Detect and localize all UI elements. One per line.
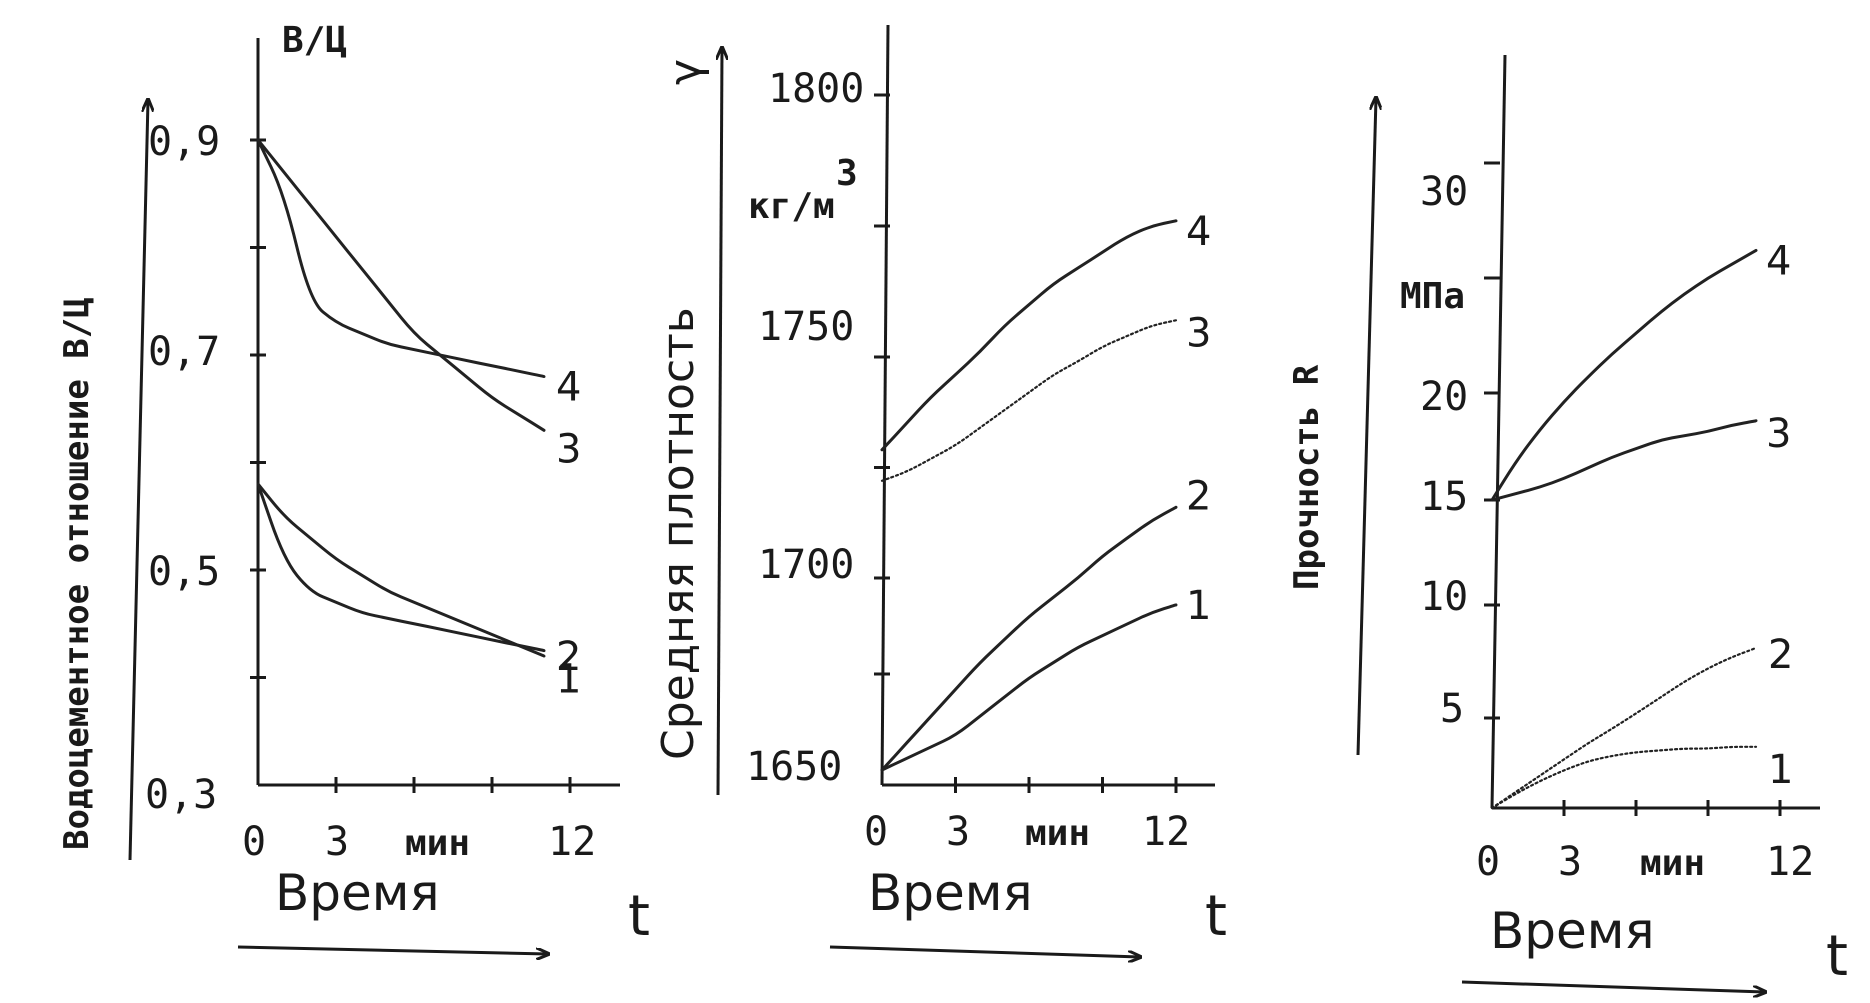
panel1-xtick-label: 12	[548, 819, 596, 865]
panel3-curves	[1490, 248, 1758, 810]
panel2-series-labels: 4 3 2 1	[1186, 209, 1211, 629]
panel1-t-symbol: t	[628, 884, 650, 949]
panel2-time-arrow	[829, 945, 1140, 957]
p3-series-4-line	[1490, 248, 1758, 502]
p3-series-1-line	[1490, 745, 1758, 810]
panel2-unit-sup: 3	[836, 153, 858, 194]
p1-series-2-label: 2	[556, 634, 581, 680]
panel3-xtick-label: 3	[1558, 839, 1582, 885]
panel3-xunit: мин	[1640, 843, 1705, 884]
panel1-xcaption: Время	[275, 864, 440, 922]
panel1-ytick-label: 0,9	[148, 119, 220, 165]
p1-series-1-label: 1	[556, 657, 581, 703]
panel3-outer-y-arrow	[1356, 98, 1376, 756]
panel2-ylabel: Средняя плотность	[653, 307, 704, 760]
panel3-x-ticks	[1562, 800, 1782, 816]
p1-series-4-label: 4	[556, 365, 581, 411]
panel3-ytick-label: 15	[1420, 474, 1468, 520]
panel2-outer-y-arrow	[718, 48, 722, 796]
p2-series-4-label: 4	[1186, 209, 1211, 255]
panel3-y-axis	[1490, 54, 1507, 809]
panel2-xunit: мин	[1025, 813, 1090, 854]
p1-series-3-line	[256, 138, 546, 432]
p1-series-3-label: 3	[556, 426, 581, 472]
panel2-ytick-label: 1800	[768, 66, 864, 112]
panel2-xtick-label: 12	[1142, 809, 1190, 855]
panel3-series-labels: 4 3 2 1	[1766, 238, 1793, 792]
panel1-xunit: мин	[405, 823, 470, 864]
panel3-ytick-label: 20	[1420, 374, 1468, 420]
panel2-unit: кг/м	[748, 186, 835, 227]
panel1-xtick-label: 3	[325, 819, 349, 865]
p2-series-2-line	[880, 505, 1178, 772]
panel-strength: Прочность R МПа 30 20 15 10 5 0 3 мин 12…	[1287, 54, 1848, 992]
panel2-symbol: γ	[660, 59, 711, 85]
panel1-series-labels: 4 3 21	[556, 365, 581, 703]
panel3-time-arrow	[1461, 980, 1765, 992]
p2-series-4-line	[880, 219, 1178, 452]
p2-series-1-line	[880, 603, 1178, 772]
panel1-unit: В/Ц	[282, 20, 347, 61]
p3-series-2-label: 2	[1768, 632, 1793, 678]
panel1-curves	[256, 138, 546, 658]
panel3-ylabel: Прочность R	[1287, 364, 1327, 590]
panel2-curves	[880, 219, 1178, 772]
panel2-t-symbol: t	[1205, 884, 1227, 949]
p2-series-3-line	[880, 319, 1178, 482]
panel3-ytick-label: 5	[1440, 686, 1464, 732]
p1-series-1-line	[256, 482, 546, 653]
panel2-ytick-label: 1650	[746, 744, 842, 790]
panel1-x-ticks	[334, 777, 572, 793]
panel2-xtick-label: 3	[946, 809, 970, 855]
panel1-ytick-label: 0,3	[145, 772, 217, 818]
panel3-ytick-label: 10	[1420, 574, 1468, 620]
panel3-xtick-label: 0	[1476, 839, 1500, 885]
panel2-xtick-label: 0	[864, 809, 888, 855]
p2-series-3-label: 3	[1186, 310, 1211, 356]
panel3-unit: МПа	[1400, 276, 1465, 317]
p3-series-3-line	[1490, 419, 1758, 502]
panel1-ytick-label: 0,5	[148, 549, 220, 595]
panel1-outer-y-arrow	[128, 100, 148, 861]
p1-series-4-line	[256, 138, 546, 378]
p1-series-2-line	[256, 482, 546, 658]
panel-density: Средняя плотность γ кг/м 3 1800 1750 170…	[653, 24, 1227, 957]
panel2-xcaption: Время	[868, 864, 1033, 922]
panel1-y-ticks	[250, 138, 266, 679]
panel3-xcaption: Время	[1490, 902, 1655, 960]
panel2-ytick-label: 1700	[758, 542, 854, 588]
panel1-xtick-label: 0	[242, 819, 266, 865]
panel3-xtick-label: 12	[1766, 839, 1814, 885]
p3-series-4-label: 4	[1766, 238, 1791, 284]
panel2-y-ticks	[874, 93, 890, 676]
p3-series-2-line	[1490, 646, 1758, 810]
panel2-ytick-label: 1750	[758, 304, 854, 350]
p3-series-3-label: 3	[1766, 411, 1791, 457]
p2-series-2-label: 2	[1186, 473, 1211, 519]
p2-series-1-label: 1	[1186, 583, 1211, 629]
panel1-ytick-label: 0,7	[148, 329, 220, 375]
panel2-y-axis	[880, 24, 890, 786]
p3-series-1-label: 1	[1768, 747, 1793, 793]
panel1-time-arrow	[237, 945, 548, 954]
panel-wc-ratio: Водоцементное отношение В/Ц В/Ц 0,9 0,7 …	[57, 20, 650, 954]
panel2-x-ticks	[954, 777, 1178, 793]
panel1-ylabel: Водоцементное отношение В/Ц	[57, 297, 97, 850]
panel3-ytick-label: 30	[1420, 169, 1468, 215]
panel3-t-symbol: t	[1826, 924, 1848, 989]
